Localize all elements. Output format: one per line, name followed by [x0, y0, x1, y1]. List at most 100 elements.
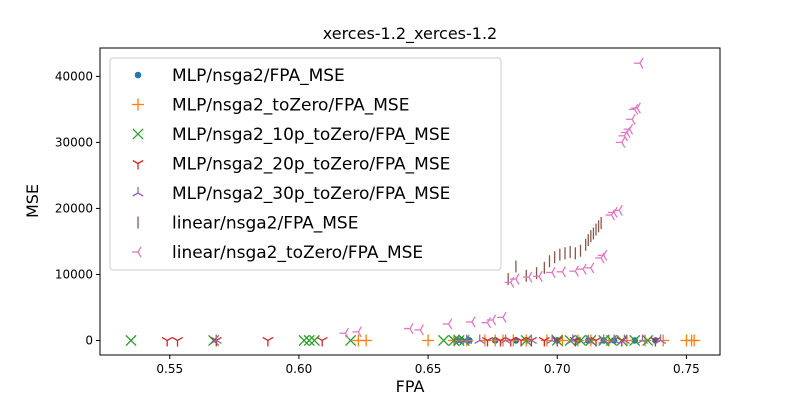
data-point — [597, 249, 608, 261]
legend-marker — [134, 71, 142, 79]
data-point — [567, 334, 579, 345]
data-point — [546, 266, 556, 278]
data-point — [509, 273, 520, 285]
data-point — [636, 334, 649, 345]
data-point — [308, 334, 320, 347]
data-point — [515, 336, 527, 347]
data-point — [352, 326, 362, 338]
data-point — [577, 263, 587, 275]
x-tick-label: 0.55 — [156, 362, 183, 376]
series-6 — [339, 57, 644, 339]
data-point — [497, 311, 507, 323]
data-point — [556, 266, 566, 278]
data-point — [569, 265, 579, 277]
data-point — [522, 271, 533, 283]
legend-label: MLP/nsga2_10p_toZero/FPA_MSE — [172, 125, 450, 145]
x-axis-label: FPA — [396, 377, 425, 396]
x-axis-ticks: 0.55 0.60 0.65 0.70 0.75 — [156, 355, 700, 376]
series-5 — [507, 216, 602, 286]
data-point — [598, 334, 610, 345]
chart-title: xerces-1.2_xerces-1.2 — [323, 24, 497, 44]
data-point — [262, 336, 274, 347]
legend-label: linear/nsga2_toZero/FPA_MSE — [172, 243, 423, 263]
legend-marker — [132, 128, 144, 140]
data-point — [520, 334, 532, 347]
data-point — [546, 334, 558, 345]
data-point — [438, 334, 450, 347]
data-point — [497, 334, 509, 347]
data-point — [631, 102, 641, 114]
data-point — [525, 336, 537, 347]
data-point — [466, 316, 476, 328]
y-axis-label: MSE — [23, 184, 42, 218]
data-point — [210, 334, 222, 345]
data-point — [590, 336, 602, 347]
y-tick-label: 10000 — [55, 267, 93, 281]
data-point — [564, 334, 576, 347]
data-point — [404, 323, 414, 335]
data-point — [533, 270, 543, 282]
data-point — [481, 336, 494, 347]
plot-frame — [99, 47, 721, 356]
series-4 — [210, 334, 667, 345]
data-point — [360, 334, 373, 347]
data-point — [125, 334, 137, 347]
data-point — [629, 334, 641, 347]
data-point — [486, 314, 497, 326]
data-point — [639, 334, 652, 347]
data-point — [613, 204, 623, 216]
data-point — [507, 334, 520, 347]
data-point — [504, 276, 515, 288]
x-tick-label: 0.75 — [673, 362, 700, 376]
data-point — [298, 334, 310, 347]
data-point — [633, 57, 644, 69]
legend-box — [109, 57, 502, 271]
legend-label: MLP/nsga2_toZero/FPA_MSE — [172, 96, 409, 116]
data-point — [538, 336, 550, 347]
series-2 — [125, 334, 654, 347]
y-tick-label: 20000 — [55, 201, 93, 215]
data-point — [585, 334, 597, 347]
data-point — [615, 136, 626, 148]
data-point — [657, 334, 670, 347]
data-points — [125, 57, 701, 347]
data-point — [474, 334, 486, 345]
data-point — [500, 334, 512, 345]
y-tick-label: 40000 — [55, 69, 93, 83]
legend-label: MLP/nsga2_30p_toZero/FPA_MSE — [172, 184, 450, 204]
x-tick-label: 0.65 — [415, 362, 442, 376]
data-point — [655, 334, 667, 345]
data-point — [626, 113, 636, 125]
legend-marker — [132, 246, 142, 258]
data-point — [171, 336, 184, 347]
data-point — [623, 123, 634, 135]
data-point — [461, 334, 473, 345]
legend: MLP/nsga2/FPA_MSE MLP/nsga2_toZero/FPA_MS… — [109, 57, 502, 271]
data-point — [442, 318, 453, 330]
legend-marker — [132, 187, 144, 197]
data-point — [303, 334, 315, 347]
data-point — [414, 324, 424, 336]
data-point — [525, 334, 537, 345]
data-point — [605, 334, 618, 347]
x-tick-label: 0.60 — [286, 362, 313, 376]
legend-marker — [132, 159, 144, 170]
x-tick-label: 0.70 — [544, 362, 571, 376]
data-point — [574, 334, 587, 347]
data-point — [584, 262, 595, 274]
y-tick-label: 0 — [85, 333, 93, 347]
y-axis-ticks: 0 10000 20000 30000 40000 — [55, 69, 100, 347]
data-point — [618, 334, 630, 345]
y-tick-label: 30000 — [55, 135, 93, 149]
data-point — [161, 336, 173, 347]
data-point — [210, 336, 222, 347]
data-point — [339, 327, 349, 339]
data-point — [582, 334, 594, 345]
data-point — [422, 334, 435, 347]
data-point — [458, 334, 470, 347]
data-point — [642, 334, 654, 347]
data-point — [688, 334, 701, 347]
legend-marker — [132, 98, 144, 111]
data-point — [316, 336, 328, 347]
